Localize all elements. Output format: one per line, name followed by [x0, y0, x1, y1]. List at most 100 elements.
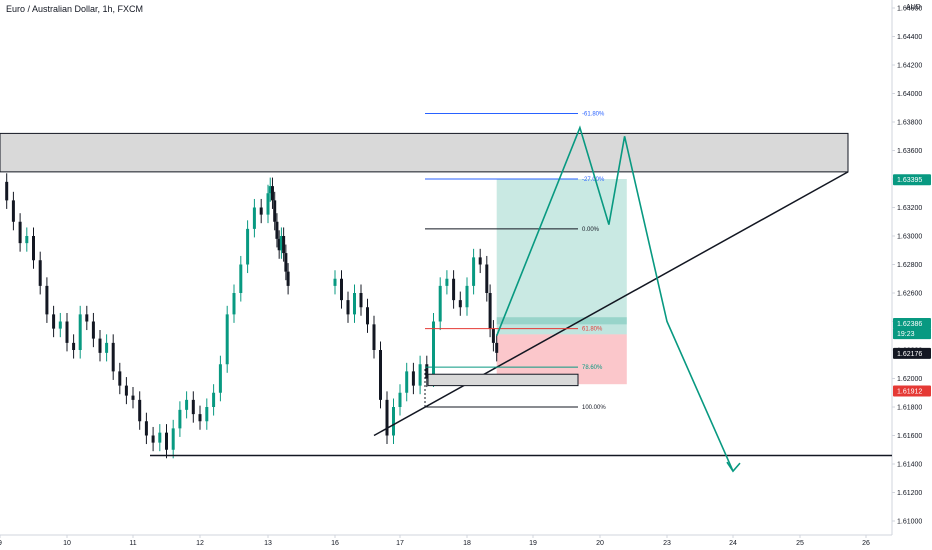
- y-tick-label: 1.63000: [897, 234, 922, 241]
- candle-body: [124, 385, 128, 396]
- y-tick-label: 1.64400: [897, 34, 922, 41]
- candle-body: [198, 414, 202, 422]
- projected-arrowhead: [726, 461, 741, 473]
- y-tick-label: 1.64200: [897, 63, 922, 70]
- x-tick-label: 23: [663, 540, 671, 547]
- candle-body: [25, 236, 29, 244]
- candle-body: [359, 293, 363, 308]
- y-tick-label: 1.63200: [897, 205, 922, 212]
- price-badge: [893, 174, 931, 186]
- y-tick-label: 1.62600: [897, 291, 922, 298]
- order-block-box: [427, 373, 579, 387]
- candle-body: [38, 260, 42, 286]
- price-badge-label: 1.62176: [897, 351, 922, 358]
- candle-body: [98, 338, 102, 353]
- y-tick-label: 1.61200: [897, 490, 922, 497]
- x-tick-label: 24: [729, 540, 737, 547]
- candle-body: [418, 364, 422, 386]
- candle-body: [478, 257, 482, 265]
- candle-body: [218, 364, 222, 393]
- candle-body: [11, 200, 15, 222]
- y-tick-label: 1.63600: [897, 148, 922, 155]
- fib-level-label: 100.00%: [582, 405, 606, 411]
- x-tick-label: 13: [264, 540, 272, 547]
- candle-body: [32, 236, 35, 261]
- candle-body: [495, 342, 499, 353]
- currency-label: AUD: [906, 4, 921, 11]
- candle-body: [252, 207, 256, 229]
- price-badge-label: 1.63395: [897, 177, 922, 184]
- x-tick-label: 16: [331, 540, 339, 547]
- price-badge-label: 1.61912: [897, 389, 922, 396]
- x-tick-label: 11: [129, 540, 136, 547]
- y-tick-label: 1.61400: [897, 462, 922, 469]
- candle-body: [78, 314, 82, 350]
- candle-body: [398, 392, 402, 407]
- candle-body: [340, 278, 343, 301]
- candle-body: [191, 399, 195, 415]
- candle-body: [286, 271, 290, 286]
- candle-body: [118, 371, 122, 386]
- candle-body: [279, 236, 283, 251]
- x-tick-label: 18: [463, 540, 471, 547]
- candle-body: [205, 407, 209, 422]
- candle-body: [273, 200, 277, 222]
- candle-body: [392, 407, 395, 436]
- candle-body: [52, 314, 56, 329]
- candle-body: [270, 186, 274, 201]
- candle-body: [266, 193, 270, 215]
- candle-body: [58, 321, 62, 329]
- x-tick-label: 19: [529, 540, 537, 547]
- x-tick-label: 17: [396, 540, 404, 547]
- candle-body: [239, 264, 243, 293]
- fib-level-label: 61.80%: [582, 327, 603, 333]
- candle-body: [45, 285, 49, 315]
- candle-body: [138, 399, 142, 422]
- y-tick-label: 1.61600: [897, 433, 922, 440]
- candle-body: [18, 221, 22, 244]
- x-tick-label: 10: [63, 540, 71, 547]
- y-tick-label: 1.64000: [897, 91, 922, 98]
- candle-body: [491, 328, 495, 343]
- candle-body: [225, 314, 229, 365]
- chart-title: Euro / Australian Dollar, 1h, FXCM: [6, 4, 144, 14]
- candle-body: [432, 321, 435, 379]
- fib-level-label: -61.80%: [582, 111, 605, 117]
- price-badge-label: 1.62386: [897, 321, 922, 328]
- price-badge: [893, 317, 931, 329]
- ascending-trendline: [373, 171, 849, 437]
- candle-body: [105, 342, 109, 353]
- y-tick-label: 1.64600: [897, 6, 922, 13]
- candle-body: [425, 364, 429, 379]
- x-tick-label: 12: [196, 540, 204, 547]
- candle-body: [346, 300, 350, 315]
- candle-body: [277, 238, 281, 251]
- candle-body: [178, 409, 182, 429]
- candle-body: [379, 350, 382, 400]
- candle-body: [185, 399, 189, 410]
- candle-body: [438, 285, 442, 322]
- candle-body: [405, 371, 409, 393]
- candle-body: [445, 278, 449, 286]
- price-badge: [893, 347, 931, 359]
- candle-body: [372, 324, 376, 350]
- candle-body: [246, 228, 250, 265]
- candle-body: [458, 300, 462, 308]
- candle-body: [275, 221, 279, 239]
- candle-body: [131, 395, 135, 400]
- candle-body: [259, 207, 263, 215]
- candle-body: [465, 285, 469, 308]
- candle-body: [91, 321, 95, 339]
- y-tick-label: 1.62800: [897, 262, 922, 269]
- candle-body: [284, 253, 288, 272]
- fib-level-label: 78.60%: [582, 365, 603, 371]
- fib-level-label: -27.00%: [582, 177, 605, 183]
- y-tick-label: 1.63800: [897, 120, 922, 127]
- candle-body: [85, 314, 89, 322]
- candle-body: [171, 428, 175, 450]
- fib-level-label: 0.00%: [582, 227, 600, 233]
- candle-body: [411, 371, 415, 386]
- candle-body: [385, 399, 389, 436]
- candle-body: [165, 432, 168, 450]
